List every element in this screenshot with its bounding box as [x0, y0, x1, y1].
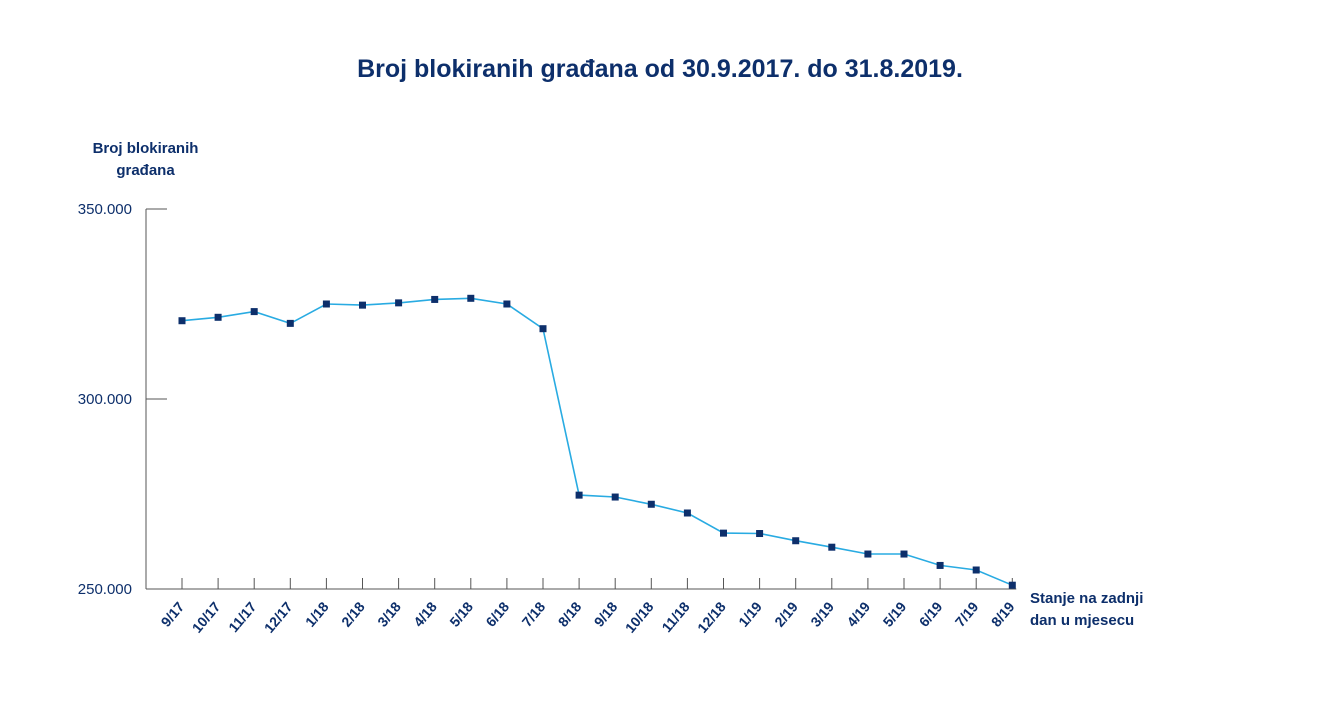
- x-tick-label: 5/18: [446, 598, 476, 629]
- data-point-marker: [359, 301, 366, 309]
- x-tick-label: 9/17: [158, 598, 188, 629]
- x-tick-label: 11/18: [658, 598, 692, 635]
- x-tick-label: 9/18: [591, 598, 621, 629]
- x-tick-label: 4/18: [410, 598, 440, 629]
- x-tick-label: 3/18: [374, 598, 404, 629]
- series-line: [181, 297, 1013, 586]
- data-point-marker: [1008, 581, 1016, 589]
- y-axis-label-line1: Broj blokiranih: [92, 140, 199, 157]
- x-tick-label: 1/19: [735, 598, 765, 629]
- x-tick-label: 12/18: [694, 598, 729, 635]
- y-axis-label: Broj blokiranih građana: [78, 138, 213, 182]
- x-axis-label: Stanje na zadnji dan u mjesecu: [1030, 588, 1190, 632]
- data-point-marker: [792, 537, 800, 545]
- data-point-marker: [178, 317, 186, 325]
- x-axis-label-line2: dan u mjesecu: [1030, 612, 1135, 629]
- x-tick-label: 1/18: [302, 598, 332, 629]
- x-tick-label: 4/19: [843, 598, 873, 629]
- x-tick-label: 8/19: [988, 598, 1018, 629]
- x-tick-label: 6/19: [916, 598, 946, 629]
- data-point-marker: [467, 294, 475, 302]
- x-tick-label: 7/18: [519, 598, 549, 629]
- data-point-marker: [322, 300, 330, 308]
- data-point-marker: [214, 313, 222, 321]
- x-tick-label: 11/17: [225, 598, 259, 635]
- data-point-marker: [395, 299, 403, 307]
- y-tick-label: 300.000: [78, 391, 132, 408]
- chart-title: Broj blokiranih građana od 30.9.2017. do…: [357, 55, 963, 83]
- data-point-marker: [647, 500, 655, 508]
- data-point-marker: [720, 529, 727, 537]
- x-axis-label-line1: Stanje na zadnji: [1030, 590, 1144, 607]
- y-axis-label-line2: građana: [116, 162, 175, 179]
- x-tick-label: 2/19: [771, 598, 801, 629]
- x-tick-label: 10/18: [622, 598, 657, 635]
- x-tick-label: 7/19: [952, 598, 982, 629]
- data-point-marker: [611, 493, 619, 501]
- data-point-marker: [683, 509, 691, 517]
- data-point-marker: [756, 530, 764, 538]
- data-point-marker: [286, 319, 294, 327]
- data-point-marker: [431, 295, 439, 303]
- x-tick-label: 12/17: [261, 598, 296, 635]
- y-tick-label: 250.000: [78, 581, 132, 598]
- data-point-marker: [575, 491, 583, 499]
- y-tick-label: 350.000: [78, 201, 132, 218]
- data-point-marker: [972, 566, 980, 574]
- x-tick-label: 6/18: [482, 598, 512, 629]
- x-tick-label: 8/18: [555, 598, 585, 629]
- data-point-marker: [936, 561, 944, 569]
- x-tick-label: 2/18: [338, 598, 368, 629]
- x-tick-label: 10/17: [189, 598, 224, 635]
- data-point-marker: [900, 550, 908, 558]
- data-point-marker: [250, 308, 258, 316]
- data-point-marker: [539, 325, 547, 333]
- data-point-marker: [828, 543, 836, 551]
- x-tick-label: 3/19: [807, 598, 837, 629]
- data-point-marker: [503, 300, 511, 308]
- data-point-marker: [864, 550, 872, 558]
- x-tick-label: 5/19: [880, 598, 910, 629]
